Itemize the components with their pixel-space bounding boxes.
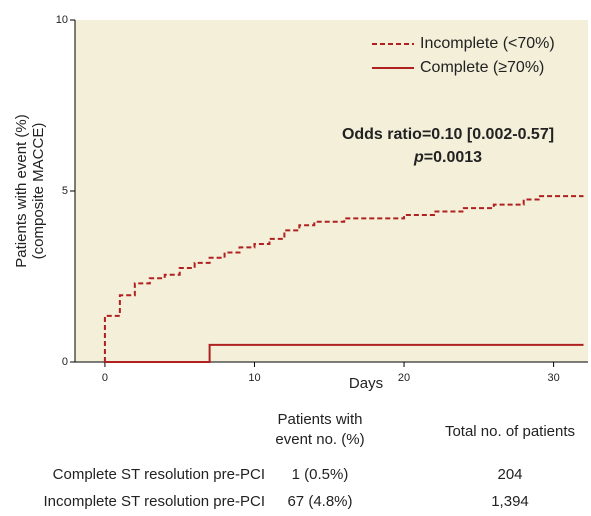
y-axis-label-line: Patients with event (%) (13, 114, 30, 267)
plot-background (75, 20, 588, 362)
legend-label: Incomplete (<70%) (420, 35, 555, 52)
table-cell: 204 (497, 466, 522, 483)
y-axis-label-line: (composite MACCE) (30, 123, 47, 260)
step-line (104, 343, 584, 363)
legend-label: Complete (≥70%) (420, 59, 544, 76)
plot: 0 5 10 0 10 20 30 Incomplete (<70%) Complete (≥7… (56, 14, 588, 384)
y-axis-label: Patients with event (%) (composite MACCE… (13, 114, 47, 267)
x-tick-label: 10 (248, 372, 260, 384)
row-label: Complete ST resolution pre-PCI (53, 466, 265, 483)
annotation-text: Odds ratio=0.10 [0.002-0.57] (342, 126, 554, 143)
p-value: =0.0013 (424, 149, 482, 166)
x-axis-label: Days (349, 375, 383, 392)
annotation: Odds ratio=0.10 [0.002-0.57] p=0.0013 (342, 126, 554, 166)
y-tick-label: 0 (62, 356, 68, 368)
y-tick-label: 5 (62, 185, 68, 197)
table: Patients with event no. (%) Total no. of… (44, 411, 576, 510)
table-cell: 67 (4.8%) (287, 493, 352, 510)
row-label: Incomplete ST resolution pre-PCI (44, 493, 266, 510)
p-symbol: p (413, 149, 424, 166)
x-tick-label: 30 (547, 372, 559, 384)
x-tick-label: 0 (102, 372, 108, 384)
annotation-text: p=0.0013 (413, 149, 482, 166)
table-header: event no. (%) (275, 431, 364, 448)
x-tick-label: 20 (398, 372, 410, 384)
step-line (103, 195, 584, 362)
table-cell: 1,394 (491, 493, 529, 510)
table-cell: 1 (0.5%) (292, 466, 349, 483)
y-tick-label: 10 (56, 14, 68, 26)
table-header: Total no. of patients (445, 423, 575, 440)
table-header: Patients with (277, 411, 362, 428)
